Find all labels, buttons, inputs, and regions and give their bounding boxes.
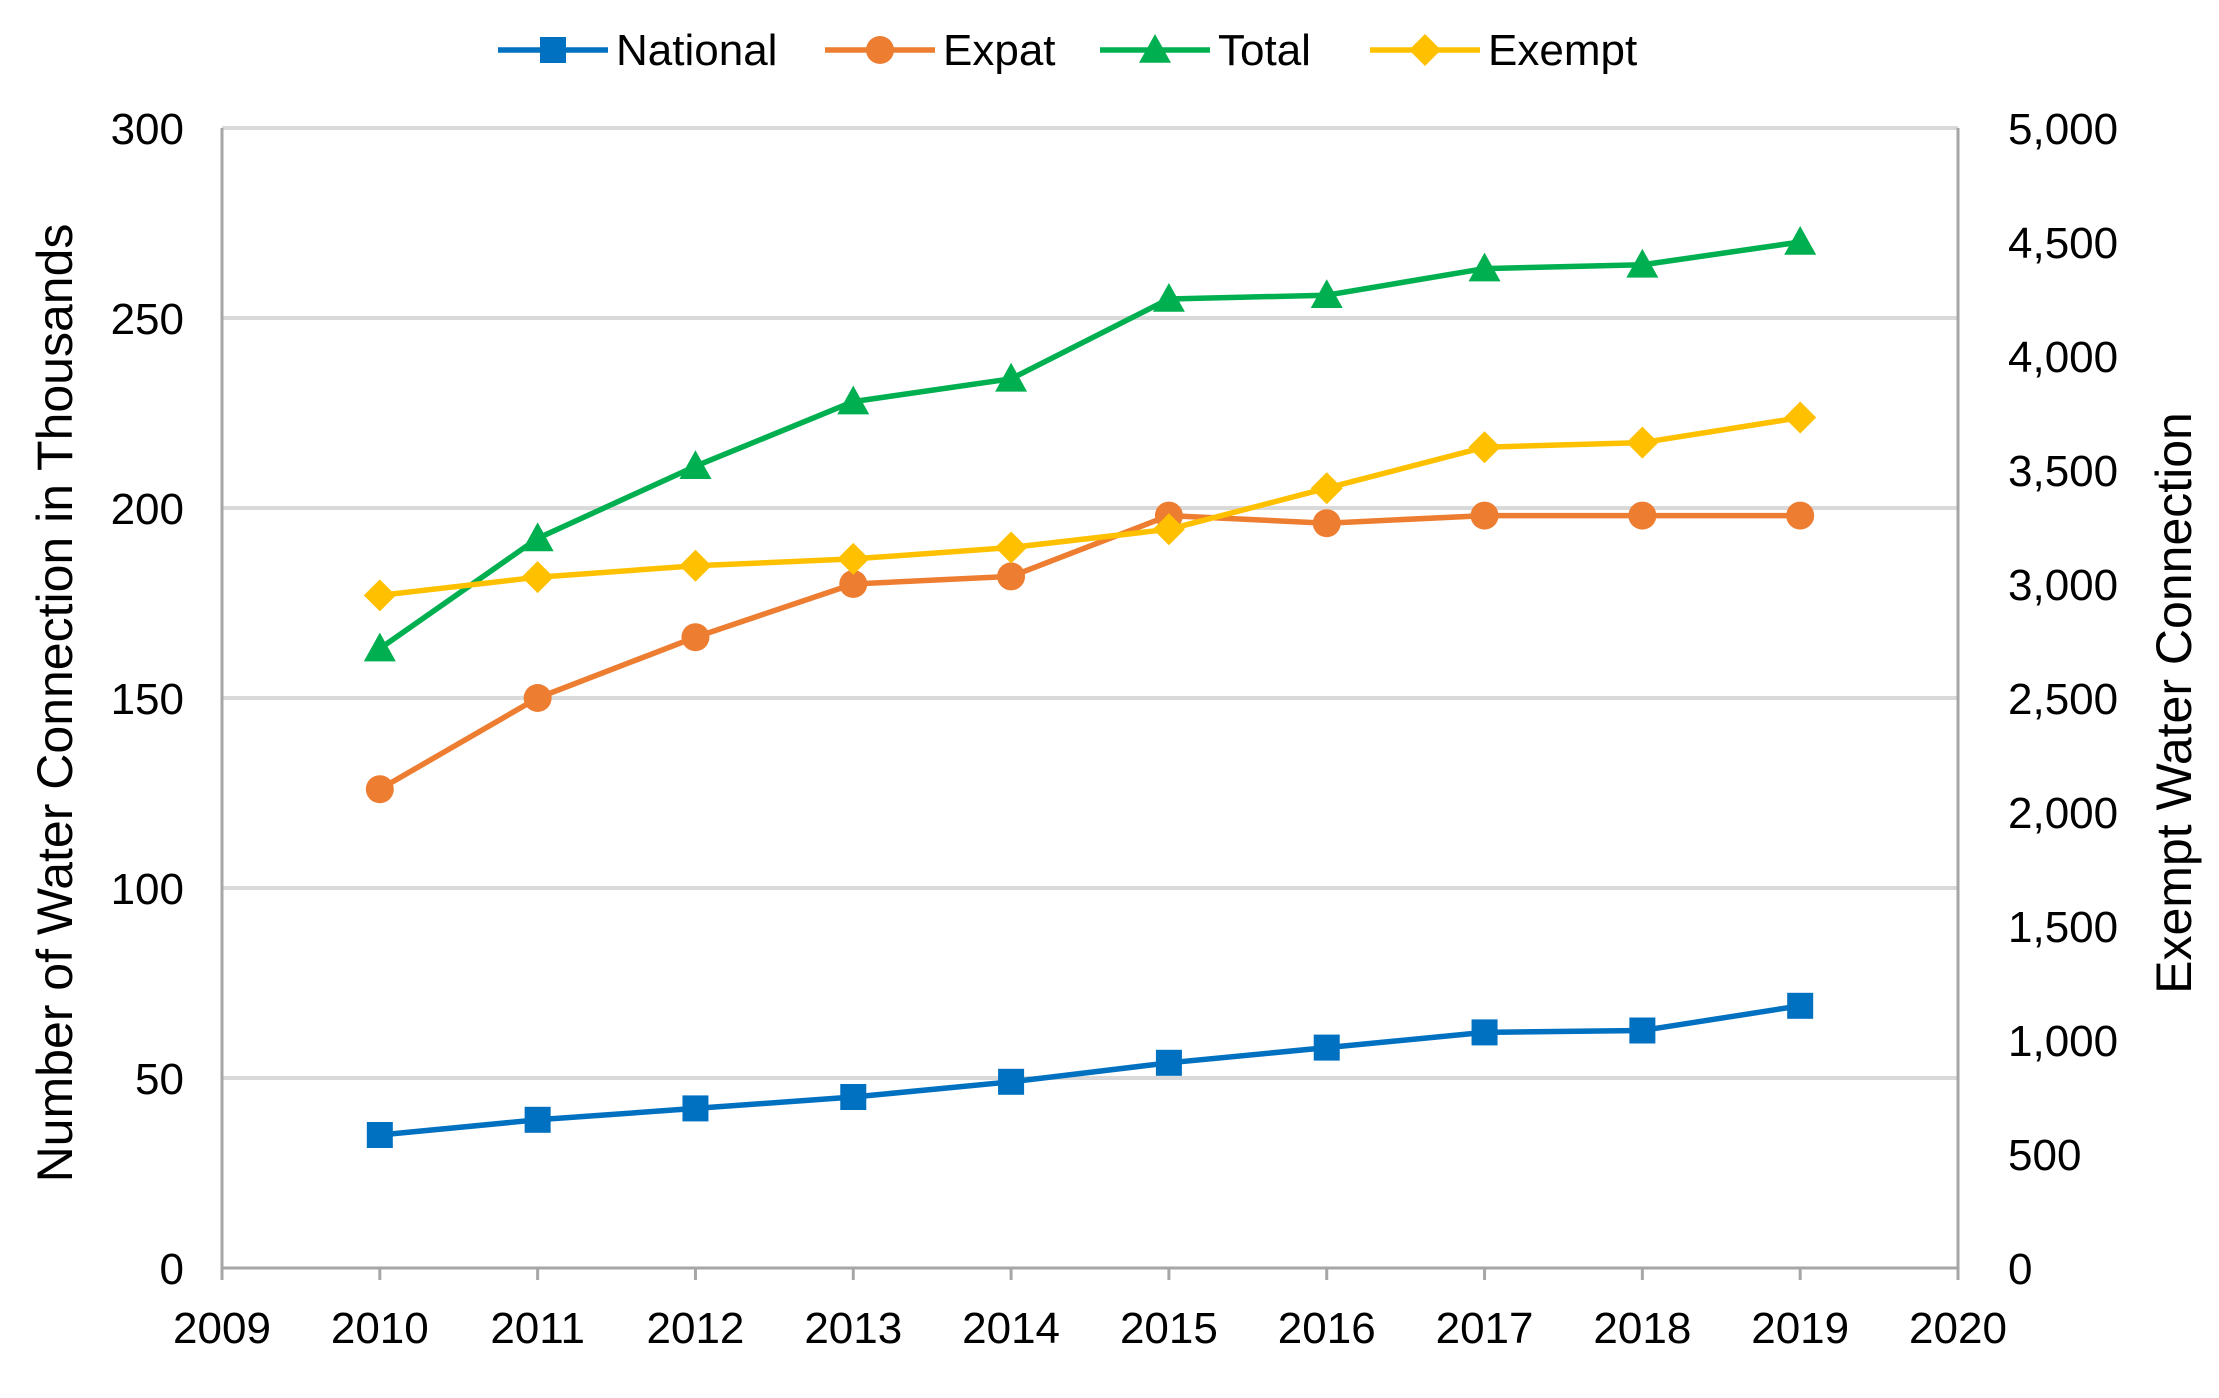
total-point [1626,248,1659,278]
expat-point [1312,509,1341,538]
y2-tick-label: 3,000 [2008,561,2118,610]
x-tick-label: 2015 [1120,1304,1218,1353]
national-point [524,1106,551,1133]
legend-label: National [616,26,777,75]
legend: National Expat Total Exempt [498,26,1637,75]
y-tick-label: 200 [111,485,184,534]
national-point [366,1122,393,1148]
y2-tick-label: 1,000 [2008,1017,2118,1066]
legend-item-national: National [498,26,777,75]
expat-point [1786,501,1815,530]
national-line [377,1003,1803,1138]
gridlines [222,126,1958,1080]
exempt-point [1626,426,1659,459]
total-point [1468,252,1501,282]
expat-point [1470,501,1499,530]
national-point [1629,1017,1656,1044]
series-national [366,992,1814,1148]
x-tick-label: 2014 [962,1304,1060,1353]
series-total [363,226,1817,662]
legend-label: Exempt [1488,26,1637,75]
expat-point [681,623,710,652]
total-point [837,385,870,415]
y2-axis-title: Exempt Water Connection [2146,412,2202,994]
total-point [1152,283,1185,312]
x-tick-label: 2018 [1593,1304,1691,1353]
series-group [363,226,1817,1148]
y2-tick-label: 500 [2008,1131,2081,1180]
expat-line [377,512,1803,792]
national-point [682,1095,709,1122]
y-axis-title: Number of Water Connection in Thousands [27,224,83,1183]
x-tick-label: 2019 [1751,1304,1849,1353]
national-point [998,1068,1025,1095]
legend-label: Total [1218,26,1311,75]
y-tick-label: 250 [111,295,184,344]
y2-tick-label: 0 [2008,1245,2032,1294]
y2-tick-label: 2,000 [2008,789,2118,838]
total-point [1784,226,1817,255]
expat-point [1628,501,1657,530]
x-tick-label: 2013 [804,1304,902,1353]
legend-marker [1409,34,1441,66]
x-tick-label: 2017 [1436,1304,1534,1353]
expat-point [997,562,1026,591]
x-tick-label: 2010 [331,1304,429,1353]
total-point [363,632,396,662]
series-exempt [363,401,1817,612]
axes: 2009 2010 2011 2012 2013 2014 2015 2016 2017 2018… [111,105,2119,1353]
total-point [679,450,712,479]
exempt-point [995,531,1028,564]
total-point [1310,279,1343,308]
national-point [1155,1049,1182,1076]
exempt-point [1152,513,1185,546]
exempt-point [1784,401,1817,434]
y-tick-label: 150 [111,675,184,724]
y-tick-label: 0 [160,1245,184,1294]
exempt-point [679,549,712,582]
exempt-point [521,561,554,594]
legend-label: Expat [943,26,1056,75]
national-point [1471,1019,1498,1046]
total-point [521,522,554,552]
legend-marker [1139,34,1171,63]
exempt-point [1310,472,1343,505]
legend-item-total: Total [1100,26,1311,75]
legend-marker [540,37,566,63]
x-tick-label: 2011 [490,1304,585,1353]
y2-tick-label: 4,500 [2008,219,2118,268]
total-line [377,239,1803,652]
y2-tick-label: 5,000 [2008,105,2118,154]
legend-item-expat: Expat [825,26,1056,75]
x-tick-label: 2016 [1278,1304,1376,1353]
y2-tick-label: 4,000 [2008,333,2118,382]
y2-tick-label: 1,500 [2008,903,2118,952]
expat-point [839,570,868,598]
exempt-line [377,414,1803,599]
x-tick-label: 2020 [1909,1304,2007,1353]
x-tick-label: 2009 [173,1304,271,1353]
national-point [1787,992,1814,1019]
legend-marker [866,36,894,64]
y-tick-label: 50 [135,1055,184,1104]
expat-point [365,775,394,804]
exempt-point [837,542,870,575]
legend-item-exempt: Exempt [1370,26,1637,75]
exempt-point [363,579,396,612]
expat-point [523,684,552,712]
y-tick-label: 300 [111,105,184,154]
y2-tick-label: 3,500 [2008,447,2118,496]
national-point [840,1084,867,1110]
x-tick-label: 2012 [647,1304,745,1353]
y-tick-label: 100 [111,865,184,914]
exempt-point [1468,431,1501,464]
series-expat [365,501,1815,804]
national-point [1313,1034,1340,1061]
y2-tick-label: 2,500 [2008,675,2118,724]
total-point [995,362,1028,392]
